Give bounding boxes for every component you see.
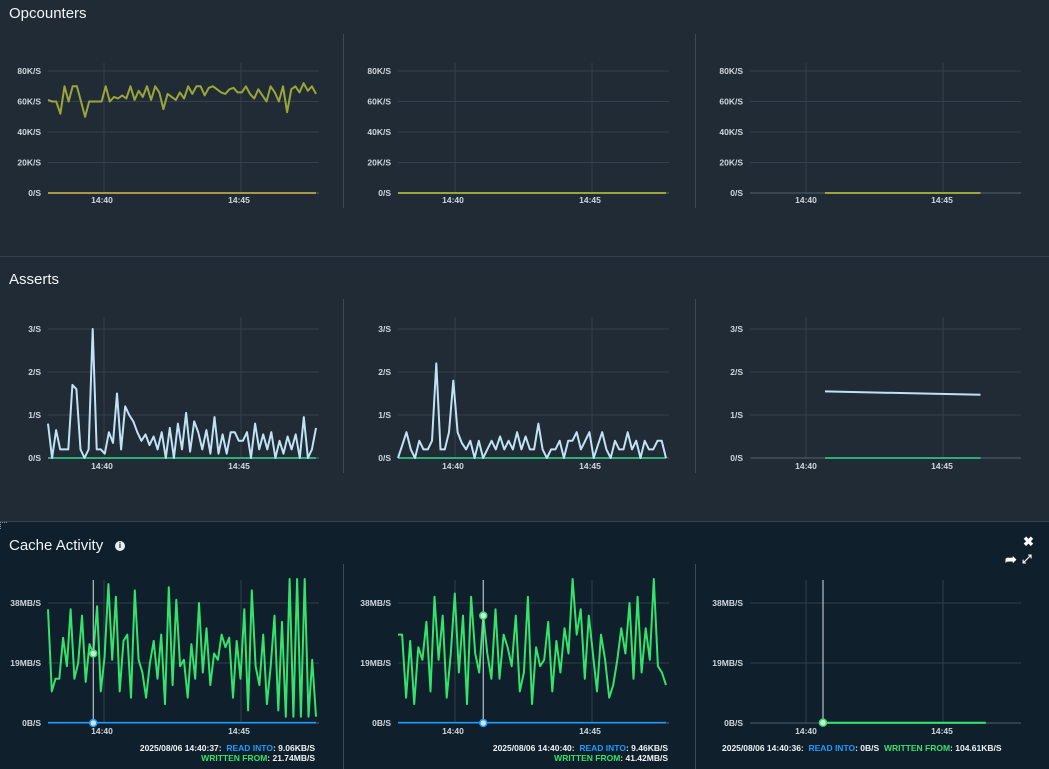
y-tick-label: 40K/S (719, 127, 743, 137)
x-tick-label: 14:40 (795, 726, 817, 736)
y-tick-label: 2/S (730, 367, 743, 377)
y-tick-label: 38MB/S (10, 598, 41, 608)
series-line (47, 82, 317, 118)
x-tick-label: 14:45 (579, 726, 601, 736)
column-divider (343, 564, 344, 769)
column-divider (695, 34, 696, 208)
y-tick-label: 38MB/S (360, 598, 391, 608)
y-tick-label: 1/S (730, 410, 743, 420)
x-tick-label: 14:40 (442, 195, 464, 205)
x-tick-label: 14:40 (91, 726, 113, 736)
column-divider (695, 564, 696, 769)
series-line (47, 328, 317, 459)
y-tick-label: 20K/S (719, 158, 743, 168)
y-tick-label: 80K/S (719, 66, 743, 76)
hover-status: 2025/08/06 14:40:36: READ INTO: 0B/S WRI… (722, 743, 1002, 753)
x-tick-label: 14:40 (442, 726, 464, 736)
y-tick-label: 0B/S (724, 718, 743, 728)
y-tick-label: 0/S (378, 188, 391, 198)
column-divider (695, 299, 696, 473)
y-tick-label: 3/S (28, 324, 41, 334)
column-divider (343, 299, 344, 473)
x-tick-label: 14:40 (795, 195, 817, 205)
y-tick-label: 1/S (378, 410, 391, 420)
y-tick-label: 60K/S (17, 97, 41, 107)
y-tick-label: 0/S (730, 188, 743, 198)
resize-handle[interactable] (0, 522, 7, 529)
close-icon[interactable]: ✖ (1023, 534, 1034, 549)
y-tick-label: 40K/S (17, 127, 41, 137)
x-tick-label: 14:45 (228, 726, 250, 736)
y-tick-label: 19MB/S (712, 658, 743, 668)
y-tick-label: 2/S (378, 367, 391, 377)
y-tick-label: 0B/S (372, 718, 391, 728)
y-tick-label: 60K/S (719, 97, 743, 107)
y-tick-label: 3/S (378, 324, 391, 334)
y-tick-label: 19MB/S (10, 658, 41, 668)
x-tick-label: 14:45 (228, 195, 250, 205)
y-tick-label: 1/S (28, 410, 41, 420)
x-tick-label: 14:40 (91, 461, 113, 471)
x-tick-label: 14:45 (931, 461, 953, 471)
y-tick-label: 0/S (378, 453, 391, 463)
y-tick-label: 38MB/S (712, 598, 743, 608)
hover-point (479, 611, 488, 620)
hover-status: 2025/08/06 14:40:37: READ INTO: 9.06KB/S… (139, 743, 315, 763)
y-tick-label: 20K/S (367, 158, 391, 168)
x-tick-label: 14:45 (228, 461, 250, 471)
y-tick-label: 80K/S (17, 66, 41, 76)
column-divider (343, 34, 344, 208)
y-tick-label: 3/S (730, 324, 743, 334)
hover-point (89, 649, 98, 658)
y-tick-label: 0B/S (22, 718, 41, 728)
y-tick-label: 0/S (28, 188, 41, 198)
series-line (397, 362, 667, 459)
expand-icon[interactable]: ⤢ (1022, 552, 1032, 566)
x-tick-label: 14:40 (442, 461, 464, 471)
hover-status: 2025/08/06 14:40:40: READ INTO: 9.46KB/S… (492, 743, 668, 763)
y-tick-label: 40K/S (367, 127, 391, 137)
panel-title: Cache Activity (9, 537, 104, 554)
asserts-panel: Asserts (0, 257, 1049, 522)
x-tick-label: 14:40 (795, 461, 817, 471)
panel-title: Opcounters (9, 5, 87, 22)
share-icon[interactable]: ➦ (1005, 551, 1017, 567)
y-tick-label: 0/S (730, 453, 743, 463)
info-icon[interactable]: i (115, 541, 125, 551)
panel-title: Asserts (9, 271, 60, 288)
hover-point (479, 718, 488, 728)
y-tick-label: 20K/S (17, 158, 41, 168)
y-tick-label: 2/S (28, 367, 41, 377)
x-tick-label: 14:45 (579, 195, 601, 205)
x-tick-label: 14:45 (931, 726, 953, 736)
series-line (824, 390, 981, 396)
hover-point (89, 718, 98, 728)
x-tick-label: 14:45 (579, 461, 601, 471)
y-tick-label: 0/S (28, 453, 41, 463)
x-tick-label: 14:45 (931, 195, 953, 205)
x-tick-label: 14:40 (91, 195, 113, 205)
y-tick-label: 80K/S (367, 66, 391, 76)
opcounters-panel: Opcounters (0, 0, 1049, 257)
series-line (398, 578, 667, 706)
hover-point (818, 718, 828, 727)
y-tick-label: 19MB/S (360, 658, 391, 668)
y-tick-label: 60K/S (367, 97, 391, 107)
